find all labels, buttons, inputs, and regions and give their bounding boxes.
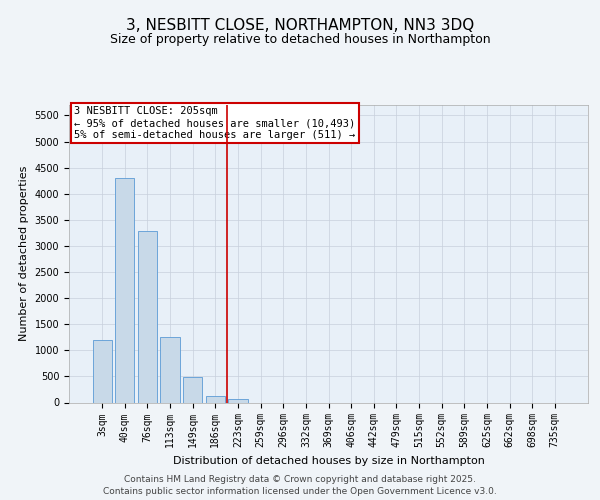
Bar — [206, 396, 225, 402]
X-axis label: Distribution of detached houses by size in Northampton: Distribution of detached houses by size … — [173, 456, 484, 466]
Bar — [138, 232, 157, 402]
Text: 3, NESBITT CLOSE, NORTHAMPTON, NN3 3DQ: 3, NESBITT CLOSE, NORTHAMPTON, NN3 3DQ — [126, 18, 474, 32]
Bar — [115, 178, 134, 402]
Text: Size of property relative to detached houses in Northampton: Size of property relative to detached ho… — [110, 32, 490, 46]
Bar — [183, 377, 202, 402]
Bar — [229, 400, 248, 402]
Bar — [160, 336, 180, 402]
Text: 3 NESBITT CLOSE: 205sqm
← 95% of detached houses are smaller (10,493)
5% of semi: 3 NESBITT CLOSE: 205sqm ← 95% of detache… — [74, 106, 355, 140]
Text: Contains HM Land Registry data © Crown copyright and database right 2025.
Contai: Contains HM Land Registry data © Crown c… — [103, 475, 497, 496]
Bar — [92, 340, 112, 402]
Y-axis label: Number of detached properties: Number of detached properties — [19, 166, 29, 342]
